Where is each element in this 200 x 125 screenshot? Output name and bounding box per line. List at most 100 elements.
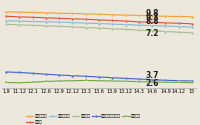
Line: 주택담보대출금리: 주택담보대출금리 xyxy=(5,71,193,82)
연립다세대 xyxy=(71,13,74,14)
주택종합 xyxy=(151,30,153,32)
Text: 8.8: 8.8 xyxy=(146,17,159,26)
연립다세대 xyxy=(31,12,34,13)
아파트 xyxy=(31,16,34,18)
주택종합 xyxy=(58,26,60,27)
주택종합 xyxy=(5,24,7,25)
정기예금 xyxy=(164,82,167,83)
주택담보대출금리 xyxy=(45,74,47,75)
연립다세대 xyxy=(178,16,180,17)
정기예금 xyxy=(138,81,140,82)
주택담보대출금리 xyxy=(164,80,167,81)
정기예금 xyxy=(111,80,113,82)
연립다세대 xyxy=(164,16,167,17)
주택담보대출금리 xyxy=(85,76,87,77)
단독다가구 xyxy=(18,20,20,22)
단독다가구 xyxy=(71,22,74,23)
정기예금 xyxy=(5,82,7,83)
단독다가구 xyxy=(5,20,7,21)
주택담보대출금리 xyxy=(191,80,193,82)
정기예금 xyxy=(191,82,193,83)
연립다세대 xyxy=(58,12,60,14)
아파트 xyxy=(58,18,60,19)
주택담보대출금리 xyxy=(138,78,140,80)
정기예금 xyxy=(71,80,74,81)
Line: 정기예금: 정기예금 xyxy=(5,79,193,84)
연립다세대 xyxy=(111,14,113,16)
단독다가구 xyxy=(151,25,153,26)
아파트 xyxy=(111,20,113,21)
정기예금 xyxy=(45,81,47,82)
정기예금 xyxy=(124,80,127,82)
단독다가구 xyxy=(45,21,47,22)
Line: 주택종합: 주택종합 xyxy=(5,23,193,34)
주택종합 xyxy=(85,27,87,28)
주택담보대출금리 xyxy=(98,76,100,78)
연립다세대 xyxy=(191,16,193,18)
아파트 xyxy=(124,20,127,22)
아파트 xyxy=(138,21,140,22)
주택담보대출금리 xyxy=(111,77,113,78)
정기예금 xyxy=(18,82,20,83)
단독다가구 xyxy=(124,24,127,25)
주택종합 xyxy=(71,26,74,28)
Line: 연립다세대: 연립다세대 xyxy=(5,10,193,18)
아파트 xyxy=(151,22,153,23)
단독다가구 xyxy=(191,26,193,28)
아파트 xyxy=(71,18,74,20)
연립다세대 xyxy=(18,11,20,13)
아파트 xyxy=(178,22,180,24)
정기예금 xyxy=(85,80,87,81)
아파트 xyxy=(85,18,87,20)
정기예금 xyxy=(98,80,100,81)
단독다가구 xyxy=(111,23,113,25)
주택종합 xyxy=(18,24,20,25)
단독다가구 xyxy=(85,22,87,24)
주택담보대출금리 xyxy=(5,71,7,73)
주택담보대출금리 xyxy=(31,72,34,74)
아파트 xyxy=(5,16,7,17)
주택종합 xyxy=(138,29,140,31)
주택담보대출금리 xyxy=(151,79,153,80)
연립다세대 xyxy=(5,11,7,13)
주택담보대출금리 xyxy=(18,72,20,73)
단독다가구 xyxy=(178,26,180,27)
주택담보대출금리 xyxy=(124,78,127,79)
Line: 단독다가구: 단독다가구 xyxy=(5,19,193,28)
단독다가구 xyxy=(138,24,140,26)
연립다세대 xyxy=(138,15,140,16)
연립다세대 xyxy=(151,15,153,16)
Text: 3.7: 3.7 xyxy=(146,71,159,80)
Legend: 연립다세대, 아파트, 단독다가구, 주택종합, 주택담보대출금리, 정기예금: 연립다세대, 아파트, 단독다가구, 주택종합, 주택담보대출금리, 정기예금 xyxy=(26,114,141,124)
정기예금 xyxy=(178,82,180,83)
Text: 7.2: 7.2 xyxy=(146,29,159,38)
연립다세대 xyxy=(45,12,47,14)
Text: 9.8: 9.8 xyxy=(146,9,159,18)
단독다가구 xyxy=(31,21,34,22)
단독다가구 xyxy=(58,21,60,23)
연립다세대 xyxy=(85,13,87,15)
단독다가구 xyxy=(164,25,167,27)
Line: 아파트: 아파트 xyxy=(5,15,193,25)
주택담보대출금리 xyxy=(58,74,60,76)
아파트 xyxy=(191,23,193,24)
주택종합 xyxy=(124,29,127,30)
연립다세대 xyxy=(124,14,127,16)
정기예금 xyxy=(151,81,153,83)
주택종합 xyxy=(45,25,47,26)
주택종합 xyxy=(31,24,34,26)
아파트 xyxy=(164,22,167,24)
정기예금 xyxy=(31,82,34,83)
아파트 xyxy=(45,17,47,18)
주택담보대출금리 xyxy=(71,75,74,76)
주택종합 xyxy=(111,28,113,30)
주택종합 xyxy=(191,32,193,34)
주택종합 xyxy=(178,31,180,33)
Text: 2.6: 2.6 xyxy=(146,80,159,88)
정기예금 xyxy=(58,80,60,82)
주택종합 xyxy=(164,31,167,32)
주택담보대출금리 xyxy=(178,80,180,81)
단독다가구 xyxy=(98,23,100,24)
연립다세대 xyxy=(98,14,100,15)
아파트 xyxy=(98,19,100,20)
